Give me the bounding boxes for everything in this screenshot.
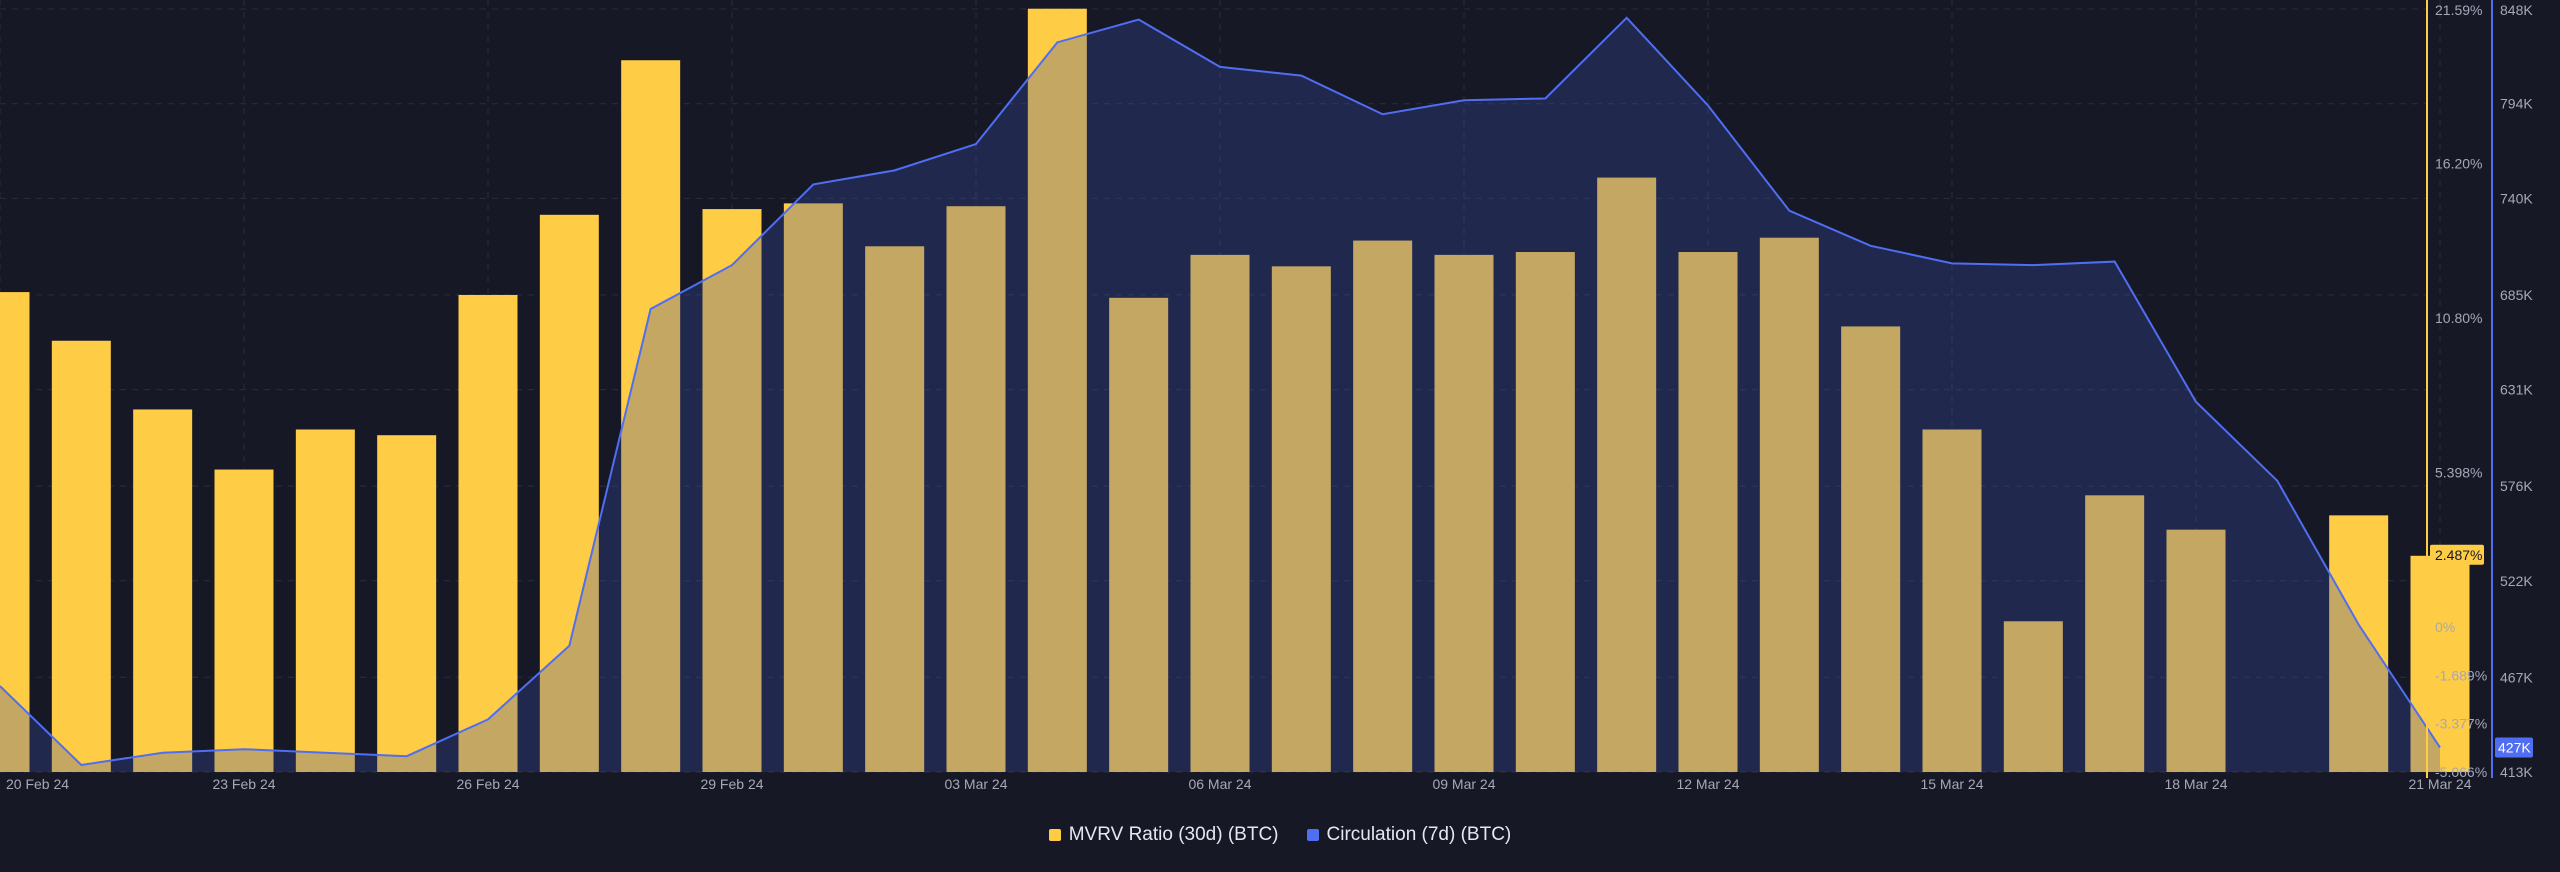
mvrv-bar[interactable] — [2166, 529, 2226, 772]
legend-item-mvrv[interactable]: MVRV Ratio (30d) (BTC) — [1048, 824, 1279, 846]
mvrv-bar[interactable] — [539, 214, 599, 772]
mvrv-bar[interactable] — [1434, 254, 1494, 772]
mvrv-bar[interactable] — [1027, 8, 1087, 773]
mvrv-bar[interactable] — [1922, 429, 1982, 772]
x-tick-label: 29 Feb 24 — [700, 776, 763, 792]
circulation-area — [0, 17, 2440, 772]
mvrv-bar[interactable] — [1678, 252, 1738, 772]
legend-item-circulation[interactable]: Circulation (7d) (BTC) — [1306, 824, 1512, 846]
right-axis-tick-label: 576K — [2500, 478, 2533, 494]
mvrv-bar[interactable] — [1841, 326, 1901, 772]
right-axis-tick-label: 848K — [2500, 2, 2533, 18]
mvrv-bar[interactable] — [2410, 555, 2470, 772]
x-tick-label: 26 Feb 24 — [456, 776, 519, 792]
left-axis-tick-label: 0% — [2435, 619, 2455, 635]
x-tick-label: 15 Mar 24 — [1920, 776, 1983, 792]
mvrv-bar[interactable] — [1759, 237, 1819, 773]
left-axis-tick-label: 10.80% — [2435, 310, 2482, 326]
mvrv-bar[interactable] — [377, 435, 437, 772]
left-axis-tick-label: -5.066% — [2435, 764, 2487, 780]
mvrv-bar[interactable] — [1353, 240, 1413, 772]
left-axis-tick-label: 16.20% — [2435, 155, 2482, 171]
mvrv-bar[interactable] — [133, 409, 193, 772]
mvrv-bar[interactable] — [2003, 621, 2063, 772]
mvrv-bar[interactable] — [1515, 252, 1575, 772]
mvrv-bar[interactable] — [1109, 297, 1169, 772]
right-axis-tick-label: 631K — [2500, 382, 2533, 398]
left-axis-tick-label: 21.59% — [2435, 2, 2482, 18]
mvrv-bar[interactable] — [946, 206, 1006, 773]
left-axis-tick-label: -3.377% — [2435, 716, 2487, 732]
mvrv-bar[interactable] — [295, 429, 355, 772]
mvrv-current-badge — [2430, 544, 2484, 565]
x-tick-label: 21 Mar 24 — [2408, 776, 2471, 792]
area-layer — [0, 16, 2441, 772]
right-axis-tick-label: 685K — [2500, 287, 2533, 303]
x-tick-label: 12 Mar 24 — [1676, 776, 1739, 792]
mvrv-bar[interactable] — [51, 340, 111, 772]
right-axis-tick-label: 467K — [2500, 669, 2533, 685]
x-tick-label: 18 Mar 24 — [2164, 776, 2227, 792]
legend-label-circulation: Circulation (7d) (BTC) — [1326, 824, 1512, 845]
right-axis-tick-label: 413K — [2500, 764, 2533, 780]
bar-layer — [0, 8, 2470, 773]
right-axis-tick-label: 522K — [2500, 573, 2533, 589]
mvrv-current-label: 2.487% — [2435, 547, 2482, 563]
mvrv-bar[interactable] — [1190, 254, 1250, 772]
mvrv-bar[interactable] — [2085, 495, 2145, 772]
x-tick-label: 03 Mar 24 — [944, 776, 1007, 792]
x-tick-label: 23 Feb 24 — [212, 776, 275, 792]
right-axis-tick-label: 740K — [2500, 190, 2533, 206]
left-axis-tick-label: 5.398% — [2435, 464, 2482, 480]
mvrv-bar[interactable] — [214, 469, 274, 772]
legend: MVRV Ratio (30d) (BTC) Circulation (7d) … — [0, 820, 2560, 850]
legend-label-mvrv: MVRV Ratio (30d) (BTC) — [1068, 824, 1279, 845]
right-axis-tick-label: 794K — [2500, 96, 2533, 112]
mvrv-bar[interactable] — [783, 203, 843, 772]
legend-swatch-mvrv — [1048, 829, 1061, 841]
mvrv-bar[interactable] — [865, 246, 925, 772]
mvrv-bar[interactable] — [621, 60, 681, 772]
mvrv-bar[interactable] — [702, 209, 762, 772]
mvrv-bar[interactable] — [1271, 266, 1331, 772]
left-axis-tick-label: -1.689% — [2435, 667, 2487, 683]
x-tick-label: 06 Mar 24 — [1188, 776, 1251, 792]
circulation-current-badge — [2495, 737, 2533, 758]
legend-swatch-circulation — [1306, 829, 1319, 841]
mvrv-bar[interactable] — [458, 294, 518, 772]
circulation-current-label: 427K — [2498, 739, 2531, 755]
axis-layer: 21.59% 16.20% 10.80% 5.398% 0% -1.689% -3.377%… — [6, 0, 2533, 792]
x-tick-label: 20 Feb 24 — [6, 776, 69, 792]
mvrv-bar[interactable] — [1597, 177, 1657, 772]
mvrv-bar[interactable] — [2329, 515, 2389, 772]
x-tick-label: 09 Mar 24 — [1432, 776, 1495, 792]
circulation-line[interactable] — [0, 16, 2441, 767]
